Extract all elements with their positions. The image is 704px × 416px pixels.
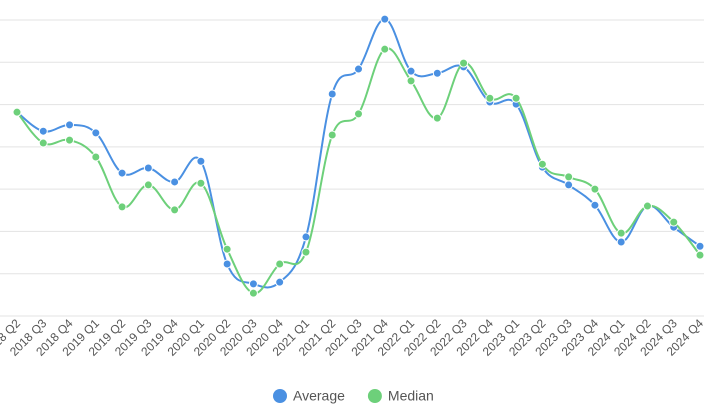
legend: Average Median [273, 388, 434, 404]
data-point [196, 178, 206, 188]
data-point [590, 200, 600, 210]
data-point [91, 128, 101, 138]
data-point [222, 244, 232, 254]
data-point [485, 93, 495, 103]
legend-label: Median [388, 388, 434, 404]
data-point [248, 288, 258, 298]
legend-marker [273, 389, 287, 403]
data-point [143, 180, 153, 190]
data-point [222, 259, 232, 269]
data-point [459, 58, 469, 68]
data-point [327, 130, 337, 140]
data-point [248, 279, 258, 289]
data-point [616, 237, 626, 247]
data-point [406, 76, 416, 86]
legend-label: Average [293, 388, 345, 404]
data-point [170, 205, 180, 215]
data-point [91, 152, 101, 162]
data-point [38, 126, 48, 136]
data-point [590, 184, 600, 194]
data-point [327, 89, 337, 99]
data-point [275, 277, 285, 287]
data-point [695, 241, 704, 251]
data-point [695, 250, 704, 260]
data-point [354, 109, 363, 119]
data-point [564, 180, 574, 190]
data-point [380, 14, 390, 24]
data-point [432, 68, 442, 78]
data-point [406, 66, 416, 76]
data-point [12, 107, 22, 117]
data-point [642, 201, 652, 211]
data-point [275, 259, 285, 269]
data-point [432, 113, 442, 123]
data-point [117, 168, 127, 178]
data-point [616, 228, 626, 238]
data-point [380, 44, 390, 54]
legend-marker [367, 389, 382, 403]
data-point [38, 138, 48, 148]
data-point [196, 156, 206, 166]
data-point [511, 93, 521, 103]
data-point [301, 247, 311, 257]
data-point [564, 172, 574, 182]
data-point [143, 163, 153, 173]
data-point [170, 177, 180, 187]
data-point [117, 202, 127, 212]
data-point [669, 217, 679, 227]
data-point [354, 64, 363, 74]
data-point [65, 120, 75, 130]
data-point [537, 159, 547, 169]
series-line [16, 18, 701, 289]
data-point [65, 135, 75, 145]
